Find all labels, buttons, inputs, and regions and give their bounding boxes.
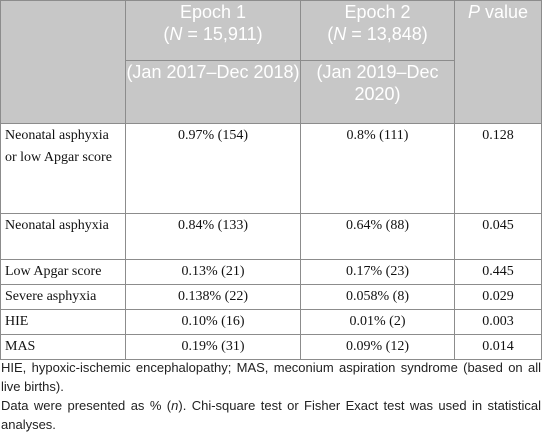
epoch2-value: 0.09% (12) bbox=[300, 334, 455, 360]
epoch1-value: 0.138% (22) bbox=[125, 284, 301, 310]
epoch2-value: 0.64% (88) bbox=[300, 213, 455, 260]
stats-post: ). Chi-square test or Fisher Exact test … bbox=[1, 398, 541, 432]
p-value: 0.445 bbox=[454, 259, 542, 285]
p-value: 0.045 bbox=[454, 213, 542, 260]
epoch1-value: 0.84% (133) bbox=[125, 213, 301, 260]
epoch2-n-var: N bbox=[333, 24, 347, 44]
header-row-2: (Jan 2017–Dec 2018) (Jan 2019–Dec 2020) bbox=[1, 60, 542, 124]
row-label: Neonatal asphyxia bbox=[0, 213, 126, 260]
table-row: HIE 0.10% (16) 0.01% (2) 0.003 bbox=[0, 309, 542, 335]
epoch2-header: Epoch 2 (N = 13,848) bbox=[300, 0, 455, 61]
epoch2-n-rest: = 13,848) bbox=[346, 24, 428, 44]
epoch1-n-rest: = 15,911) bbox=[182, 24, 263, 44]
epoch1-value: 0.97% (154) bbox=[125, 123, 301, 214]
row-label: Neonatal asphyxia or low Apgar score bbox=[0, 123, 126, 214]
pvalue-header: P value bbox=[454, 0, 542, 124]
row-label: HIE bbox=[0, 309, 126, 335]
pvalue-rest: value bbox=[479, 2, 529, 22]
table-row: Low Apgar score 0.13% (21) 0.17% (23) 0.… bbox=[0, 259, 542, 285]
table-container: Epoch 1 (N = 15,911) Epoch 2 (N = 13,848… bbox=[0, 0, 542, 360]
epoch1-period: (Jan 2017–Dec 2018) bbox=[125, 60, 301, 124]
results-table: Epoch 1 (N = 15,911) Epoch 2 (N = 13,848… bbox=[0, 0, 542, 360]
header-row-1: Epoch 1 (N = 15,911) Epoch 2 (N = 13,848… bbox=[0, 0, 542, 124]
epoch1-value: 0.13% (21) bbox=[125, 259, 301, 285]
epoch1-header: Epoch 1 (N = 15,911) bbox=[125, 0, 301, 61]
epoch2-value: 0.17% (23) bbox=[300, 259, 455, 285]
pvalue-var: P bbox=[467, 2, 480, 22]
epoch2-n: (N = 13,848) bbox=[301, 23, 454, 45]
epoch1-n: (N = 15,911) bbox=[126, 23, 300, 45]
epoch1-value: 0.19% (31) bbox=[125, 334, 301, 360]
table-footnotes: HIE, hypoxic-ischemic encephalopathy; MA… bbox=[1, 358, 541, 434]
epoch2-period: (Jan 2019–Dec 2020) bbox=[300, 60, 455, 124]
header-blank-cell bbox=[0, 0, 126, 124]
stats-var: n bbox=[171, 398, 179, 413]
p-value: 0.029 bbox=[454, 284, 542, 310]
p-value: 0.128 bbox=[454, 123, 542, 214]
epoch2-value: 0.058% (8) bbox=[300, 284, 455, 310]
table-row: MAS 0.19% (31) 0.09% (12) 0.014 bbox=[0, 334, 542, 360]
stats-pre: Data were presented as % ( bbox=[1, 398, 172, 413]
abbreviation-footnote: HIE, hypoxic-ischemic encephalopathy; MA… bbox=[1, 360, 541, 394]
epoch2-n-open: ( bbox=[327, 24, 334, 44]
table-row: Severe asphyxia 0.138% (22) 0.058% (8) 0… bbox=[0, 284, 542, 310]
epoch1-title: Epoch 1 bbox=[179, 2, 247, 22]
row-label: Low Apgar score bbox=[0, 259, 126, 285]
p-value: 0.003 bbox=[454, 309, 542, 335]
row-label: Severe asphyxia bbox=[0, 284, 126, 310]
p-value: 0.014 bbox=[454, 334, 542, 360]
epoch2-value: 0.01% (2) bbox=[300, 309, 455, 335]
epoch1-n-var: N bbox=[169, 24, 183, 44]
table-row: Neonatal asphyxia 0.84% (133) 0.64% (88)… bbox=[0, 213, 542, 260]
epoch1-value: 0.10% (16) bbox=[125, 309, 301, 335]
epoch1-n-open: ( bbox=[163, 24, 170, 44]
epoch2-value: 0.8% (111) bbox=[300, 123, 455, 214]
row-label: MAS bbox=[0, 334, 126, 360]
statistics-footnote: Data were presented as % (n). Chi-square… bbox=[1, 396, 541, 434]
epoch2-title: Epoch 2 bbox=[344, 2, 411, 22]
table-row: Neonatal asphyxia or low Apgar score 0.9… bbox=[0, 123, 542, 214]
